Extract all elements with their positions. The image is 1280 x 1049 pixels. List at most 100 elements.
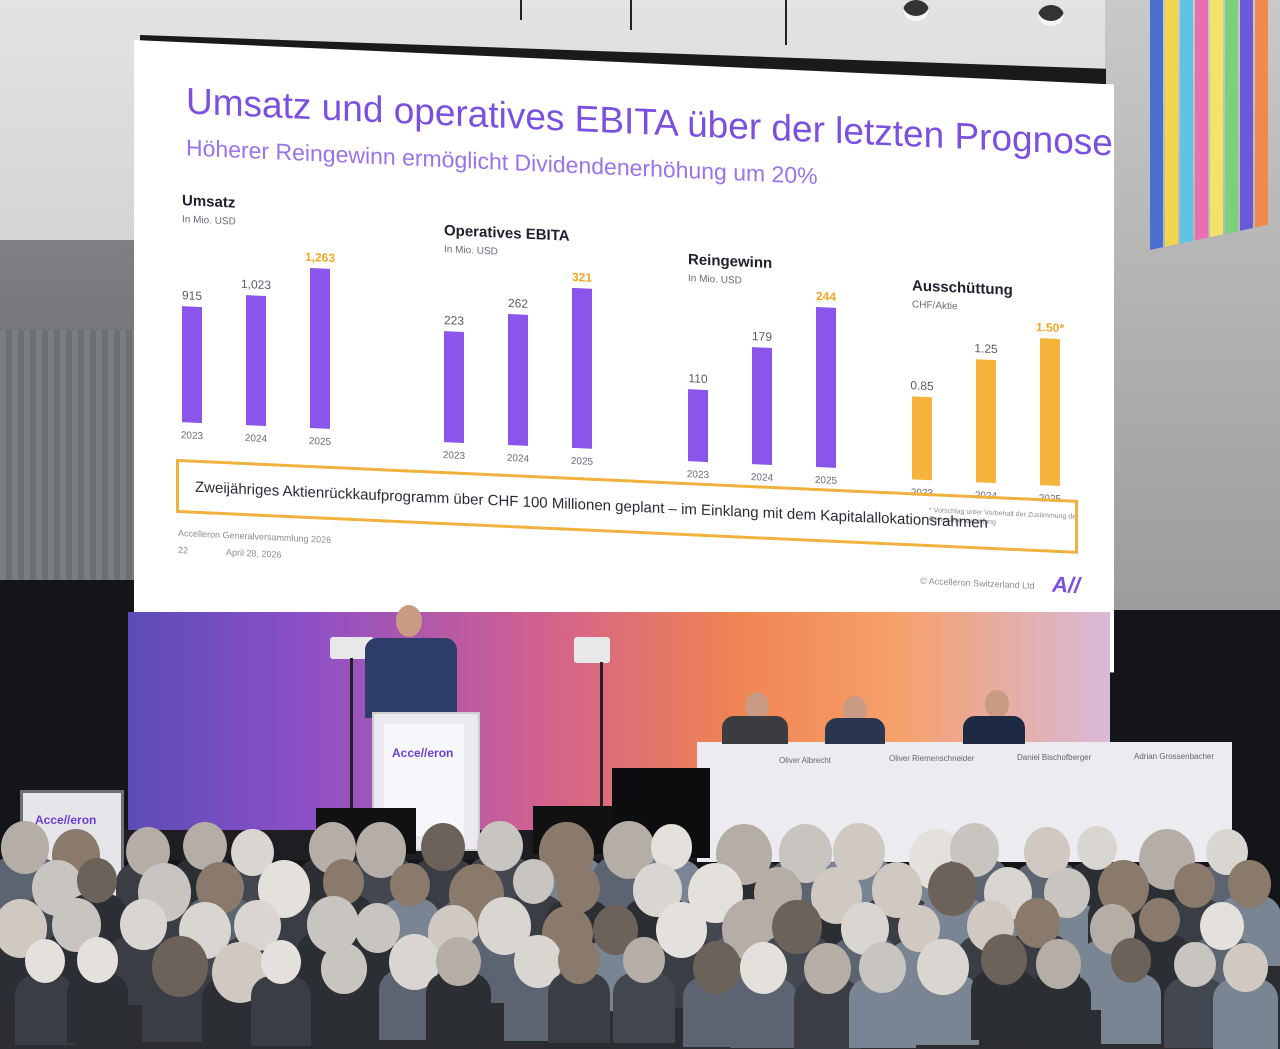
rig-cable [520, 0, 522, 20]
audience-member-head [557, 937, 601, 984]
data-label: 1,023 [240, 276, 272, 293]
audience-member-head [1200, 901, 1245, 950]
audience-member-head [1228, 860, 1272, 908]
teleprompter-stand [350, 658, 353, 808]
panelist [963, 716, 1025, 744]
bar-2024 [246, 295, 266, 426]
podium-logo: Acce//eron [392, 746, 454, 760]
panelist-head [985, 690, 1009, 718]
teleprompter [574, 637, 610, 663]
data-label: 244 [815, 288, 837, 304]
audience-member-head [24, 938, 65, 983]
slide-date: April 28, 2026 [226, 547, 282, 560]
speaker [365, 638, 457, 718]
data-label: 223 [443, 313, 465, 328]
tick-label: 2023 [442, 450, 466, 463]
audience-member-head [859, 941, 907, 994]
teleprompter-stand [600, 662, 603, 808]
curtain [0, 330, 135, 590]
audience-member-head [917, 938, 969, 996]
audience-member-head [1222, 943, 1268, 993]
tick-label: 2025 [308, 435, 332, 448]
audience-member-head [1174, 863, 1215, 908]
audience-member-head [512, 858, 554, 905]
stained-glass-window [1150, 0, 1280, 250]
audience-member-head [980, 934, 1028, 985]
bar-2023 [912, 396, 932, 481]
teleprompter [330, 637, 374, 659]
audience-member-head [420, 823, 465, 872]
data-label: 915 [181, 288, 203, 304]
tick-label: 2024 [750, 472, 774, 485]
bar-2025 [816, 306, 836, 468]
chart-reingewinn: Reingewinn In Mio. USD 110 2023 179 2024 244 20… [687, 65, 908, 495]
bar-2025 [1040, 338, 1060, 487]
name-card: Adrian Grossenbacher [1134, 752, 1215, 761]
chart-unit: In Mio. USD [688, 273, 742, 287]
audience-member [251, 976, 312, 1047]
audience-member-head [1139, 897, 1181, 943]
bar-2025 [572, 287, 592, 449]
data-label: 110 [688, 371, 708, 387]
audience-member-head [76, 858, 118, 903]
audience-member-head [1174, 941, 1216, 988]
copyright: © Accelleron Switzerland Ltd [920, 575, 1035, 591]
bar-2024 [508, 313, 528, 446]
chart-umsatz: Umsatz In Mio. USD 915 2023 1,023 2024 1,263 20… [181, 42, 402, 472]
tick-label: 2023 [686, 469, 710, 482]
audience-member-head [1110, 938, 1151, 983]
data-label: 179 [751, 329, 773, 344]
speaker-head [396, 605, 422, 637]
rig-cable [785, 0, 787, 45]
tick-label: 2025 [814, 474, 838, 487]
chart-title: Ausschüttung [912, 277, 1013, 299]
tick-label: 2024 [244, 433, 268, 446]
bar-2023 [182, 306, 202, 424]
spotlight-icon [1038, 5, 1064, 27]
name-card: Oliver Riemenschneider [889, 754, 975, 763]
projection-screen: Umsatz und operatives EBITA über der let… [134, 40, 1114, 673]
page-number: 22 [178, 544, 189, 556]
spotlight-icon [903, 0, 929, 22]
data-label: 321 [571, 269, 593, 285]
audience-member [14, 974, 75, 1045]
name-card: Daniel Bischofberger [1017, 753, 1092, 762]
audience-member-head [390, 862, 431, 907]
audience-member-head [152, 935, 208, 997]
chart-aussch-ttung: Ausschüttung CHF/Aktie 0.85 2023 1.25 2024 1.5… [910, 75, 1114, 505]
audience-member [66, 973, 129, 1044]
bar-2024 [976, 359, 996, 484]
bar-2024 [752, 347, 772, 465]
chart-unit: In Mio. USD [182, 214, 236, 228]
rig-cable [630, 0, 632, 30]
audience-member-head [1035, 938, 1081, 989]
bar-2023 [444, 331, 464, 443]
panelist [825, 718, 885, 744]
chart-title: Reingewinn [688, 251, 773, 272]
audience-member [1100, 974, 1161, 1045]
audience-member-head [650, 824, 693, 870]
chart-title: Operatives EBITA [444, 222, 570, 245]
data-label: 1.25 [974, 341, 998, 357]
audience-member-head [555, 864, 601, 914]
audience-member-head [120, 899, 167, 951]
chart-operatives-ebita: Operatives EBITA In Mio. USD 223 2023 262 202… [443, 54, 664, 484]
audience-member-head [928, 861, 977, 916]
audience-member-head [320, 943, 367, 994]
data-label: 262 [507, 295, 529, 311]
panelist [722, 716, 788, 744]
panelist-head [745, 692, 769, 720]
tick-label: 2023 [180, 430, 204, 443]
side-sign-logo: Acce//eron [35, 813, 97, 827]
audience-member-head [477, 820, 523, 871]
chart-unit: In Mio. USD [444, 244, 498, 258]
bar-2025 [310, 267, 330, 429]
name-card: Oliver Albrecht [779, 756, 832, 765]
audience-member [613, 973, 675, 1044]
data-label: 1.50* [1035, 319, 1065, 336]
audience-member-head [804, 942, 852, 995]
data-label: 1,263 [304, 249, 336, 266]
chart-title: Umsatz [182, 192, 236, 212]
event-name: Accelleron Generalversammlung 2026 [178, 527, 332, 545]
audience-member-head [740, 941, 788, 994]
